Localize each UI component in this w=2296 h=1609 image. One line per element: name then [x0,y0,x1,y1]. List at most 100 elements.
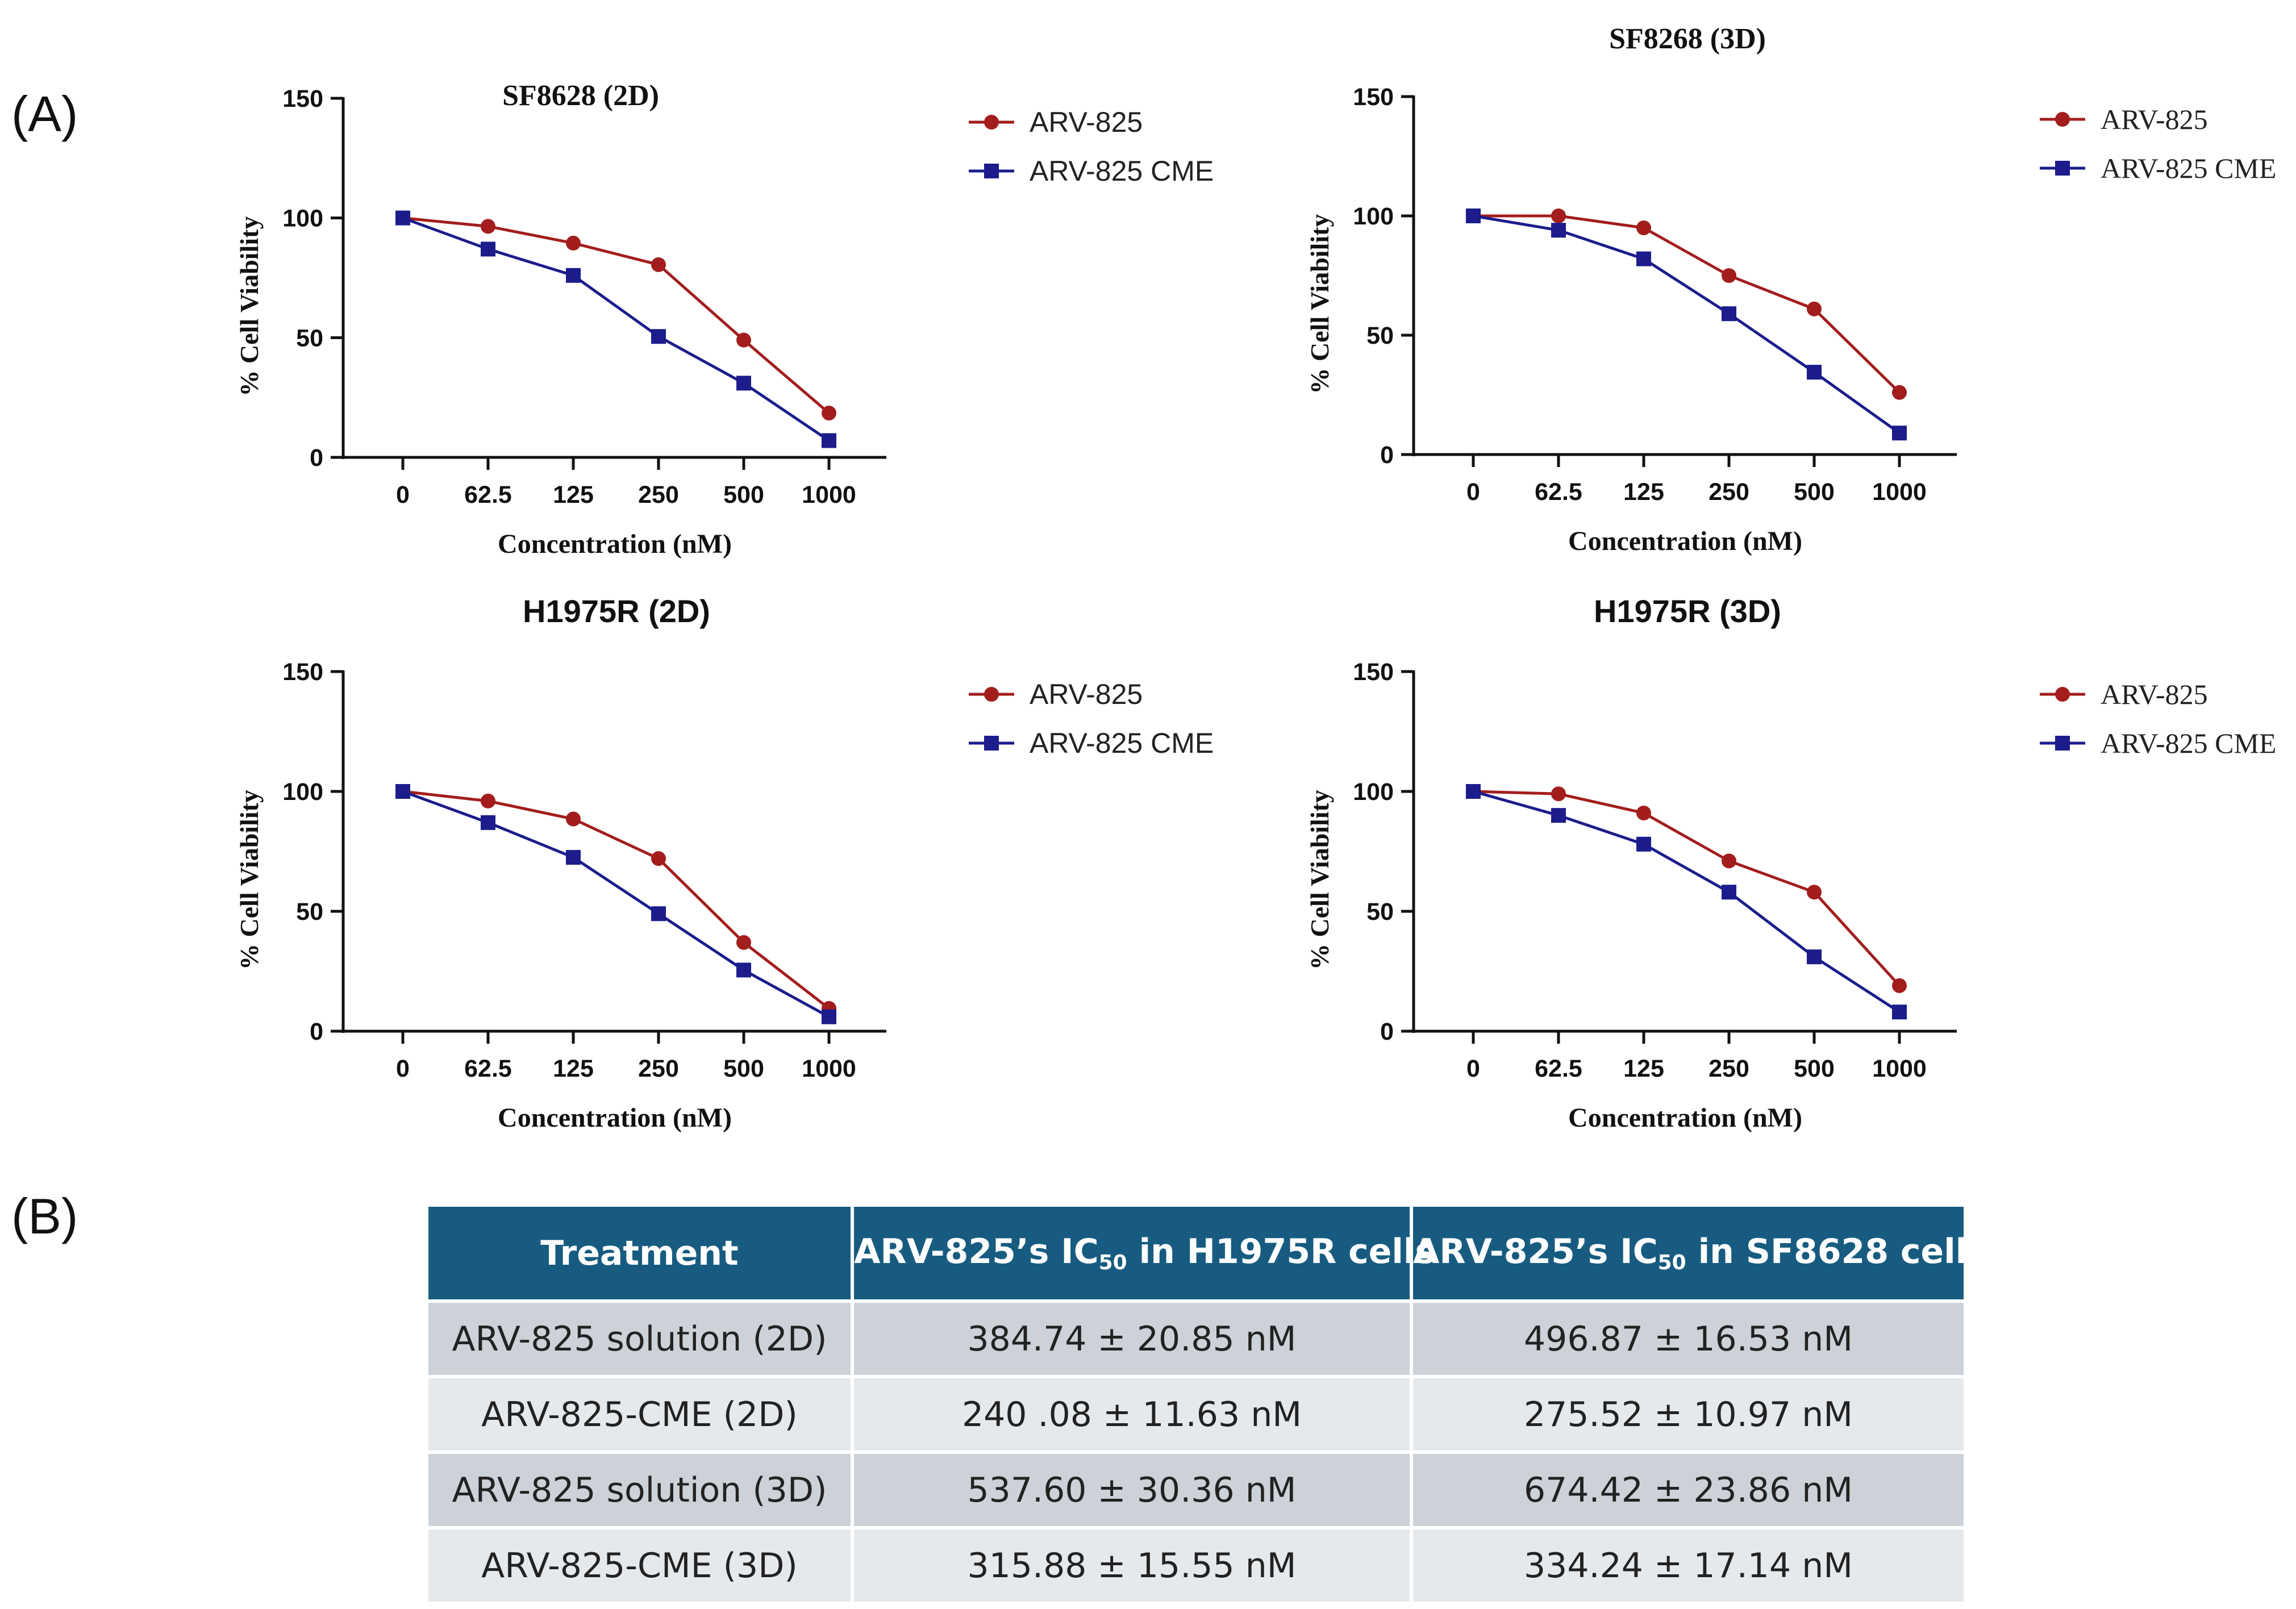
y-tick-label: 150 [1353,658,1394,686]
x-tick-label: 250 [638,1055,679,1082]
x-axis-label: Concentration (nM) [498,529,732,559]
x-tick-label: 1000 [1872,478,1927,506]
series-line-1 [402,216,830,414]
y-tick-label: 100 [1353,778,1394,806]
chart-title: H1975R (2D) [523,593,710,629]
legend-marker [984,115,999,130]
table-header-row: Treatment ARV-825’s IC50 in H1975R cells… [428,1207,1987,1301]
data-point [1892,978,1907,993]
series-line-1 [402,790,830,1010]
x-tick-label: 125 [1623,478,1664,506]
legend-label: ARV-825 CME [2101,727,2276,759]
data-point [1722,853,1736,869]
data-point [1807,885,1822,900]
series-line-1 [1473,790,1901,987]
y-tick-label: 50 [1366,322,1394,349]
data-point [651,906,666,922]
data-point [736,332,751,348]
legend-label: ARV-825 CME [2101,152,2276,184]
data-point [1636,805,1651,820]
x-tick-label: 500 [1794,478,1835,506]
data-point [1636,220,1651,235]
data-point [1722,306,1736,322]
series-line-1 [1473,214,1901,394]
header-treatment: Treatment [428,1207,854,1301]
data-point [1722,885,1736,900]
legend-marker [984,736,999,751]
x-tick-label: 125 [1623,1055,1664,1082]
x-tick-label: 250 [1709,478,1749,506]
x-tick-label: 1000 [802,1055,856,1082]
cell-treatment: ARV-825-CME (3D) [428,1526,854,1602]
y-tick-label: 150 [1353,84,1394,111]
data-point [1807,365,1822,380]
data-point [1551,808,1566,823]
chart-title: SF8268 (3D) [1609,23,1766,55]
x-tick-label: 62.5 [1535,478,1582,506]
x-tick-label: 125 [553,481,594,508]
data-point [651,257,666,272]
cell-h1975r-ic50: 384.74 ± 20.85 nM [852,1299,1413,1377]
chart-3: H1975R (2D) 0 50 100 150 0 62.5 125 250 500 1000 Co… [235,593,1214,1133]
data-point [481,815,495,830]
legend-label: ARV-825 [2101,103,2208,135]
data-point [1551,223,1566,238]
x-tick-label: 250 [1709,1055,1749,1082]
chart-2: SF8268 (3D) 0 50 100 150 0 62.5 125 250 500 1000 Co… [1305,23,2276,556]
legend-marker [2055,736,2070,751]
data-point [1551,786,1566,802]
cell-sf8628-ic50: 275.52 ± 10.97 nM [1411,1375,1964,1452]
y-tick-label: 50 [296,324,323,352]
data-point [1807,301,1822,316]
x-axis-label: Concentration (nM) [498,1103,732,1133]
chart-title: SF8628 (2D) [502,80,659,112]
data-point [566,235,581,251]
y-tick-label: 50 [296,898,323,926]
series-line-2 [1473,790,1901,1014]
x-tick-label: 500 [723,481,764,508]
data-point [651,329,666,344]
data-point [1892,385,1907,400]
data-point [481,241,495,257]
data-point [1807,949,1822,965]
ic50-table: Treatment ARV-825’s IC50 in H1975R cells… [428,1207,1987,1602]
x-tick-label: 0 [1466,478,1480,506]
data-point [395,784,410,799]
y-tick-label: 150 [282,85,323,112]
panel-b-label: (B) [11,1188,78,1244]
cell-treatment: ARV-825 solution (3D) [428,1450,854,1528]
y-tick-label: 100 [282,778,323,806]
header-sf8628-ic50: ARV-825’s IC50 in SF8628 cells [1411,1207,1987,1301]
data-point [1636,836,1651,852]
data-point [395,210,410,226]
y-tick-label: 0 [310,444,323,472]
legend-marker [2055,112,2070,127]
x-axis-label: Concentration (nM) [1568,526,1802,556]
chart-title: H1975R (3D) [1594,593,1781,629]
legend-label: ARV-825 CME [1030,727,1214,759]
table-row: ARV-825 solution (2D) 384.74 ± 20.85 nM … [428,1299,1964,1377]
data-point [651,851,666,866]
y-tick-label: 150 [282,658,323,686]
x-tick-label: 1000 [1872,1055,1927,1082]
legend-marker [984,687,999,702]
data-point [481,219,495,234]
data-point [566,268,581,283]
y-tick-label: 50 [1366,898,1394,926]
legend-label: ARV-825 [2101,678,2208,710]
data-point [1466,209,1481,223]
x-tick-label: 500 [723,1055,764,1082]
cell-h1975r-ic50: 240 .08 ± 11.63 nM [852,1375,1413,1452]
y-axis-label: % Cell Viability [1305,790,1334,970]
x-axis-label: Concentration (nM) [1568,1103,1802,1133]
chart-4: H1975R (3D) 0 50 100 150 0 62.5 125 250 500 1000 Co… [1305,593,2276,1133]
data-point [1466,784,1481,799]
data-point [822,1009,836,1024]
y-tick-label: 0 [1380,1018,1394,1045]
series-line-2 [402,790,830,1018]
cell-treatment: ARV-825 solution (2D) [428,1299,854,1377]
y-axis-label: % Cell Viability [235,216,264,397]
x-tick-label: 0 [1466,1055,1480,1082]
data-point [1722,268,1736,283]
header-h1975r-ic50: ARV-825’s IC50 in H1975R cells [852,1207,1435,1301]
